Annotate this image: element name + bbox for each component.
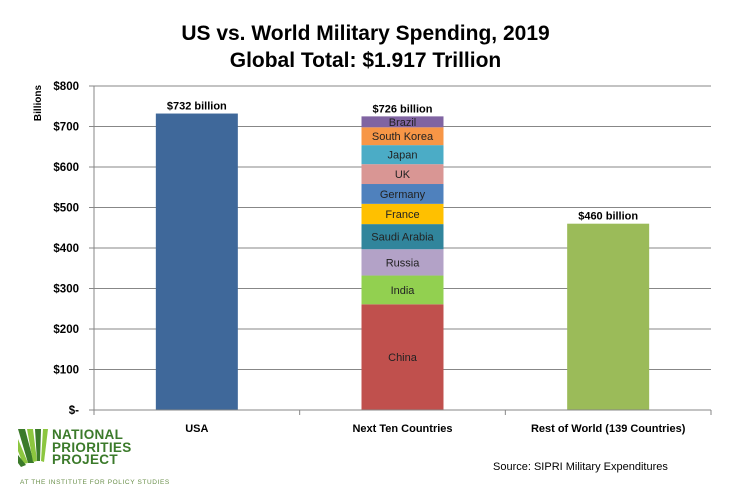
x-tick-label: Rest of World (139 Countries) <box>531 423 686 435</box>
y-tick-label: $- <box>69 405 79 417</box>
bar-total-label: $460 billion <box>578 211 638 223</box>
bar-segment-uk <box>361 164 444 185</box>
logo-line-1: NATIONAL <box>52 427 124 442</box>
y-tick-label: $200 <box>53 324 79 336</box>
bars: $732 billion China India Russia Saudi Arabia… <box>155 101 650 410</box>
y-axis: $- $100 $200 $300 $400 $500 $600 $700 $800 <box>53 81 95 417</box>
segment-label: Germany <box>380 189 426 201</box>
bar-segment-germany <box>361 184 444 204</box>
segment-label: France <box>385 209 419 221</box>
logo-tagline: AT THE INSTITUTE FOR POLICY STUDIES <box>20 479 170 486</box>
bar-segment-france <box>361 203 444 225</box>
segment-label: South Korea <box>372 131 434 143</box>
bar-total-label: $726 billion <box>373 103 433 115</box>
segment-label: China <box>388 352 418 364</box>
bar-total-label: $732 billion <box>167 101 227 113</box>
bar-group: $460 billion <box>567 211 650 410</box>
bar-segment-south-korea <box>361 127 444 146</box>
y-tick-label: $700 <box>53 122 79 134</box>
x-tick-label: USA <box>185 423 208 435</box>
bar-segment-russia <box>361 249 444 276</box>
bar-segment-china <box>361 304 444 410</box>
segment-label: Saudi Arabia <box>371 232 434 244</box>
y-tick-label: $300 <box>53 284 79 296</box>
segment-label: Russia <box>386 257 421 269</box>
logo-line-3: PROJECT <box>52 452 118 467</box>
segment-label: India <box>391 285 416 297</box>
bar-group: $732 billion <box>155 101 238 410</box>
bar-segment-usa <box>155 113 238 410</box>
bar-segment-india <box>361 275 444 305</box>
x-axis: USA Next Ten Countries Rest of World (139 … <box>89 409 712 435</box>
logo-wordmark: NATIONAL PRIORITIES PROJECT <box>52 427 132 467</box>
y-tick-label: $400 <box>53 243 79 255</box>
y-tick-label: $800 <box>53 81 79 93</box>
source-note: Source: SIPRI Military Expenditures <box>493 461 668 473</box>
logo-line-2: PRIORITIES <box>52 439 132 455</box>
bar-segment-brazil <box>361 116 444 128</box>
y-tick-label: $600 <box>53 162 79 174</box>
bar-segment-japan <box>361 145 444 165</box>
x-tick-label: Next Ten Countries <box>352 423 452 435</box>
y-axis-label: Billions <box>33 85 44 122</box>
bar-segment-rest-of-world <box>567 223 650 410</box>
segment-label: UK <box>395 169 411 181</box>
segment-label: Brazil <box>389 117 417 129</box>
bar-group: China India Russia Saudi Arabia France German… <box>361 103 444 410</box>
y-tick-label: $500 <box>53 203 79 215</box>
segment-label: Japan <box>388 150 418 162</box>
bar-segment-saudi-arabia <box>361 224 444 250</box>
y-tick-label: $100 <box>53 365 79 377</box>
chart-title: US vs. World Military Spending, 2019 <box>181 22 550 45</box>
logo-sunburst-icon <box>18 429 48 467</box>
chart-subtitle: Global Total: $1.917 Trillion <box>229 49 502 72</box>
